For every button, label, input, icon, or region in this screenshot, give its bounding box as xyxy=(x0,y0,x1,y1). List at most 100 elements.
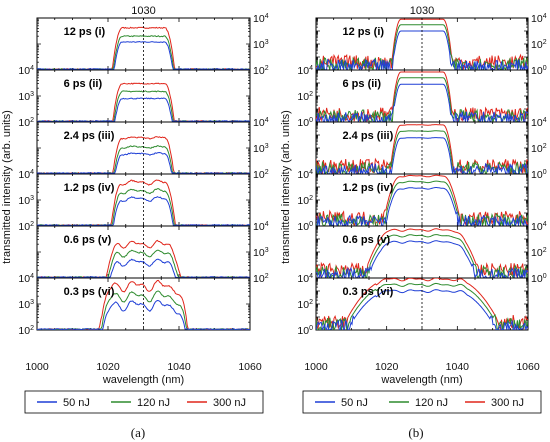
y-tick-label: 100 xyxy=(531,273,547,285)
legend-box xyxy=(24,390,264,414)
panel-label: 6 ps (ii) xyxy=(343,78,382,90)
y-axis-label: transmitted intensity (arb. units) xyxy=(280,110,292,263)
x-tick-label: 1060 xyxy=(238,361,262,373)
y-tick-label: 104 xyxy=(253,13,269,25)
y-tick-label: 104 xyxy=(253,221,269,233)
y-tick-label: 102 xyxy=(18,325,34,337)
y-tick-label: 104 xyxy=(297,169,313,181)
panel: 6 ps (ii) 100 102 104 xyxy=(297,65,529,129)
center-marker-label: 1030 xyxy=(410,5,434,17)
y-tick-label: 104 xyxy=(253,117,269,129)
y-tick-label: 103 xyxy=(253,247,269,259)
panel: 0.3 ps (vi) 100 102 104 xyxy=(297,273,529,337)
panel: 12 ps (i) 100 102 104 xyxy=(315,13,547,77)
subfigure-label-b: (b) xyxy=(408,425,423,440)
series-line-50-nJ xyxy=(316,240,528,278)
panel: 6 ps (ii) 102 103 104 xyxy=(18,65,251,129)
y-tick-label: 102 xyxy=(531,247,547,259)
panel-label: 1.2 ps (iv) xyxy=(343,182,394,194)
series-line-50-nJ xyxy=(37,40,250,70)
y-tick-label: 102 xyxy=(253,273,269,285)
y-tick-label: 100 xyxy=(531,169,547,181)
series-line-300-nJ xyxy=(316,228,528,278)
panel: 1.2 ps (iv) 100 102 104 xyxy=(297,169,529,233)
panel: 0.3 ps (vi) 102 103 104 xyxy=(18,273,251,337)
y-tick-label: 104 xyxy=(297,273,313,285)
x-tick-label: 1040 xyxy=(446,361,470,373)
y-tick-label: 102 xyxy=(297,91,313,103)
y-tick-label: 104 xyxy=(297,65,313,77)
subfigure-label-a: (a) xyxy=(131,425,145,440)
y-tick-label: 102 xyxy=(18,117,34,129)
center-marker-label: 1030 xyxy=(131,5,155,17)
series-line-50-nJ xyxy=(37,299,250,330)
panel-label: 0.6 ps (v) xyxy=(64,234,112,246)
series-line-50-nJ xyxy=(37,258,250,278)
series-line-120-nJ xyxy=(316,77,528,122)
y-tick-label: 100 xyxy=(297,221,313,233)
x-tick-label: 1020 xyxy=(96,361,120,373)
series-line-120-nJ xyxy=(316,282,528,330)
panel-label: 12 ps (i) xyxy=(343,26,385,38)
panel: 2.4 ps (iii) 102 103 104 xyxy=(36,117,269,181)
legend-label: 300 nJ xyxy=(491,397,524,409)
panel-label: 0.6 ps (v) xyxy=(343,234,391,246)
y-tick-label: 102 xyxy=(253,169,269,181)
y-tick-label: 100 xyxy=(297,325,313,337)
x-tick-label: 1060 xyxy=(516,361,540,373)
panel-label: 12 ps (i) xyxy=(64,26,106,38)
panel-label: 1.2 ps (iv) xyxy=(64,182,115,194)
y-tick-label: 102 xyxy=(531,143,547,155)
legend-label: 50 nJ xyxy=(341,397,368,409)
y-tick-label: 103 xyxy=(18,91,34,103)
panel: 12 ps (i) 102 103 104 xyxy=(36,13,269,77)
panel-label: 0.3 ps (vi) xyxy=(64,286,115,298)
x-tick-label: 1040 xyxy=(167,361,191,373)
y-tick-label: 100 xyxy=(531,65,547,77)
y-tick-label: 102 xyxy=(297,195,313,207)
y-tick-label: 103 xyxy=(253,143,269,155)
x-tick-label: 1000 xyxy=(25,361,49,373)
y-tick-label: 103 xyxy=(18,195,34,207)
legend-label: 50 nJ xyxy=(63,397,90,409)
series-line-50-nJ xyxy=(37,151,250,174)
panel-label: 0.3 ps (vi) xyxy=(343,286,394,298)
y-tick-label: 102 xyxy=(18,221,34,233)
panel-label: 6 ps (ii) xyxy=(64,78,103,90)
panel: 1.2 ps (iv) 102 103 104 xyxy=(18,169,251,233)
y-tick-label: 104 xyxy=(18,169,34,181)
legend: 50 nJ 120 nJ 300 nJ xyxy=(24,390,264,414)
y-tick-label: 104 xyxy=(531,221,547,233)
x-axis-label: wavelength (nm) xyxy=(102,374,184,386)
y-tick-label: 104 xyxy=(18,65,34,77)
legend-label: 120 nJ xyxy=(415,397,448,409)
x-tick-label: 1020 xyxy=(375,361,399,373)
legend-label: 300 nJ xyxy=(213,397,246,409)
x-tick-label: 1000 xyxy=(304,361,328,373)
legend-box xyxy=(302,390,542,414)
y-tick-label: 103 xyxy=(253,39,269,51)
legend-label: 120 nJ xyxy=(137,397,170,409)
panel: 2.4 ps (iii) 100 102 104 xyxy=(315,117,547,181)
series-line-120-nJ xyxy=(37,35,250,70)
series-line-50-nJ xyxy=(316,187,528,226)
y-tick-label: 103 xyxy=(18,299,34,311)
y-tick-label: 100 xyxy=(297,117,313,129)
panel: 0.6 ps (v) 100 102 104 xyxy=(315,221,547,285)
x-axis-label: wavelength (nm) xyxy=(380,374,462,386)
y-tick-label: 104 xyxy=(531,117,547,129)
panel-label: 2.4 ps (iii) xyxy=(343,130,394,142)
panel-label: 2.4 ps (iii) xyxy=(64,130,115,142)
series-line-50-nJ xyxy=(316,83,528,122)
legend: 50 nJ 120 nJ 300 nJ xyxy=(302,390,542,414)
series-line-50-nJ xyxy=(316,137,528,174)
y-axis-label: transmitted intensity (arb. units) xyxy=(1,110,13,263)
y-tick-label: 104 xyxy=(531,13,547,25)
y-tick-label: 102 xyxy=(297,299,313,311)
y-tick-label: 102 xyxy=(531,39,547,51)
y-tick-label: 104 xyxy=(18,273,34,285)
y-tick-label: 102 xyxy=(253,65,269,77)
